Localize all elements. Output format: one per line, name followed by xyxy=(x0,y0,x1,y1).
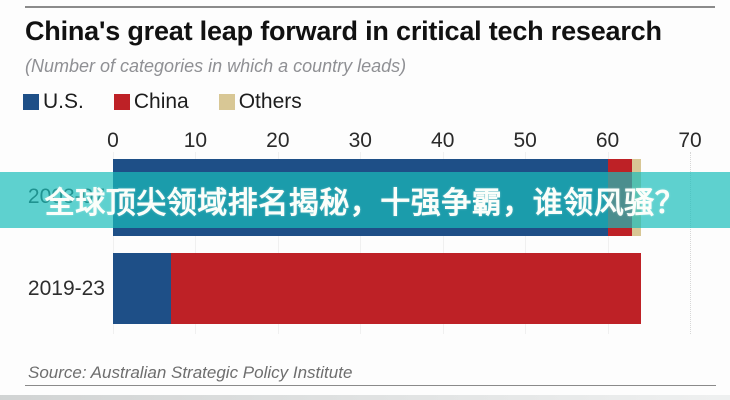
gridline-50 xyxy=(525,152,527,334)
chart-title: China's great leap forward in critical t… xyxy=(25,16,662,46)
gridline-20 xyxy=(277,152,279,334)
gridline-10 xyxy=(195,152,197,334)
legend-label-others: Others xyxy=(238,90,302,113)
legend-label-us: U.S. xyxy=(43,90,84,113)
x-tick-label-40: 40 xyxy=(431,129,455,152)
x-tick-label-60: 60 xyxy=(595,129,620,152)
gridline-60 xyxy=(607,152,609,334)
legend: U.S. China Others xyxy=(23,90,302,114)
bar-label-2019-23: 2019-23 xyxy=(27,277,105,300)
legend-item-us: U.S. xyxy=(23,90,84,114)
x-tick-label-20: 20 xyxy=(266,129,290,152)
x-tick-label-70: 70 xyxy=(678,129,702,152)
x-tick-label-30: 30 xyxy=(348,129,372,152)
legend-swatch-china xyxy=(113,94,130,110)
chart-subtitle: (Number of categories in which a country… xyxy=(25,56,407,76)
legend-item-others: Others xyxy=(218,90,302,114)
bottom-edge-strip xyxy=(0,395,730,400)
source-rule xyxy=(25,385,716,386)
gridline-30 xyxy=(360,152,362,334)
legend-label-china: China xyxy=(133,90,189,113)
legend-item-china: China xyxy=(113,90,189,114)
legend-swatch-us xyxy=(23,94,39,110)
gridline-0 xyxy=(113,152,114,334)
bar-segment-china-2019-23 xyxy=(170,253,641,324)
overlay-banner: 全球顶尖领域排名揭秘，十强争霸，谁领风骚？ xyxy=(0,172,730,228)
top-rule xyxy=(25,6,715,8)
gridline-40 xyxy=(442,152,444,334)
overlay-banner-text: 全球顶尖领域排名揭秘，十强争霸，谁领风骚？ xyxy=(44,187,686,220)
x-tick-label-50: 50 xyxy=(513,129,537,152)
gridline-70 xyxy=(690,152,691,334)
bar-segment-us-2019-23 xyxy=(113,253,171,324)
bar-row-2019-23 xyxy=(113,253,641,324)
x-tick-label-10: 10 xyxy=(183,129,208,152)
x-tick-label-0: 0 xyxy=(107,129,119,152)
source-caption: Source: Australian Strategic Policy Inst… xyxy=(28,363,353,382)
legend-swatch-others xyxy=(218,94,235,110)
